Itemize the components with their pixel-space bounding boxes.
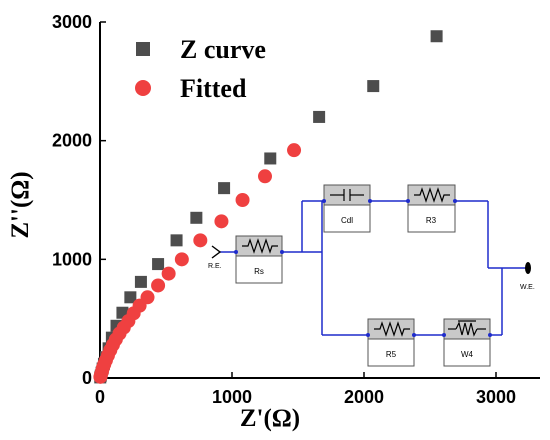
- fitted-point: [214, 214, 229, 229]
- component-label-r5: R5: [386, 350, 397, 359]
- z-curve-point: [264, 152, 277, 165]
- z-curve-point: [430, 30, 443, 43]
- y-tick-label: 0: [82, 368, 92, 388]
- x-axis-title: Z'(Ω): [240, 405, 300, 432]
- fitted-point: [258, 169, 272, 184]
- resistor-icon: [242, 238, 278, 254]
- capacitor-icon: [330, 189, 364, 201]
- component-r3: R3: [407, 184, 456, 233]
- fitted-point: [235, 193, 250, 207]
- warburg-element-icon: [448, 320, 486, 337]
- x-tick-label: 1000: [212, 387, 252, 407]
- fitted-point: [161, 266, 176, 281]
- x-tick-label: 2000: [344, 387, 384, 407]
- legend: Z curve Fitted: [135, 35, 266, 103]
- resistor-icon: [374, 321, 410, 337]
- fitted-point: [151, 278, 166, 293]
- component-r5: R5: [367, 318, 415, 367]
- z-curve-point: [218, 182, 231, 195]
- plot-axes: [99, 22, 540, 379]
- resistor-icon: [414, 187, 450, 203]
- circuit-wires: [220, 200, 526, 336]
- axis-ticks: 0 1000 2000 3000 0 1000 2000 3000: [52, 12, 516, 407]
- component-label-rs: Rs: [254, 267, 264, 276]
- fitted-point: [174, 252, 189, 267]
- reference-electrode-arrow: [211, 245, 222, 259]
- z-curve-point: [152, 258, 165, 271]
- z-curve-point: [124, 291, 137, 304]
- reference-electrode-label: R.E.: [208, 263, 222, 270]
- component-cdl: Cdl: [323, 184, 371, 233]
- working-electrode-label: W.E.: [520, 284, 535, 291]
- component-label-w4: W4: [461, 350, 474, 359]
- z-curve-point: [170, 234, 183, 247]
- z-curve-point: [134, 275, 147, 288]
- z-curve-point: [313, 110, 326, 123]
- component-label-cdl: Cdl: [341, 216, 353, 225]
- y-tick-label: 3000: [52, 12, 92, 32]
- component-label-r3: R3: [426, 216, 437, 225]
- legend-label-fitted: Fitted: [180, 74, 247, 103]
- legend-label-z-curve: Z curve: [180, 35, 266, 64]
- data-markers: [93, 30, 443, 384]
- circuit-junctions: [234, 199, 492, 337]
- component-w4: W4: [443, 318, 491, 367]
- x-tick-label: 3000: [476, 387, 516, 407]
- legend-marker-fitted: [135, 80, 151, 96]
- component-rs: Rs: [235, 235, 283, 284]
- legend-marker-z-curve: [136, 42, 150, 56]
- fitted-point: [140, 290, 155, 305]
- fitted-point: [287, 143, 302, 158]
- z-curve-point: [190, 211, 203, 224]
- fitted-point: [193, 233, 208, 248]
- y-tick-label: 1000: [52, 249, 92, 269]
- equivalent-circuit-inset: R.E. W.E. Rs Cdl R3: [208, 184, 535, 367]
- y-tick-label: 2000: [52, 131, 92, 151]
- x-tick-label: 0: [95, 387, 105, 407]
- y-axis-title: Z''(Ω): [7, 171, 34, 238]
- z-curve-point: [367, 80, 380, 93]
- working-electrode-terminal: [525, 262, 531, 274]
